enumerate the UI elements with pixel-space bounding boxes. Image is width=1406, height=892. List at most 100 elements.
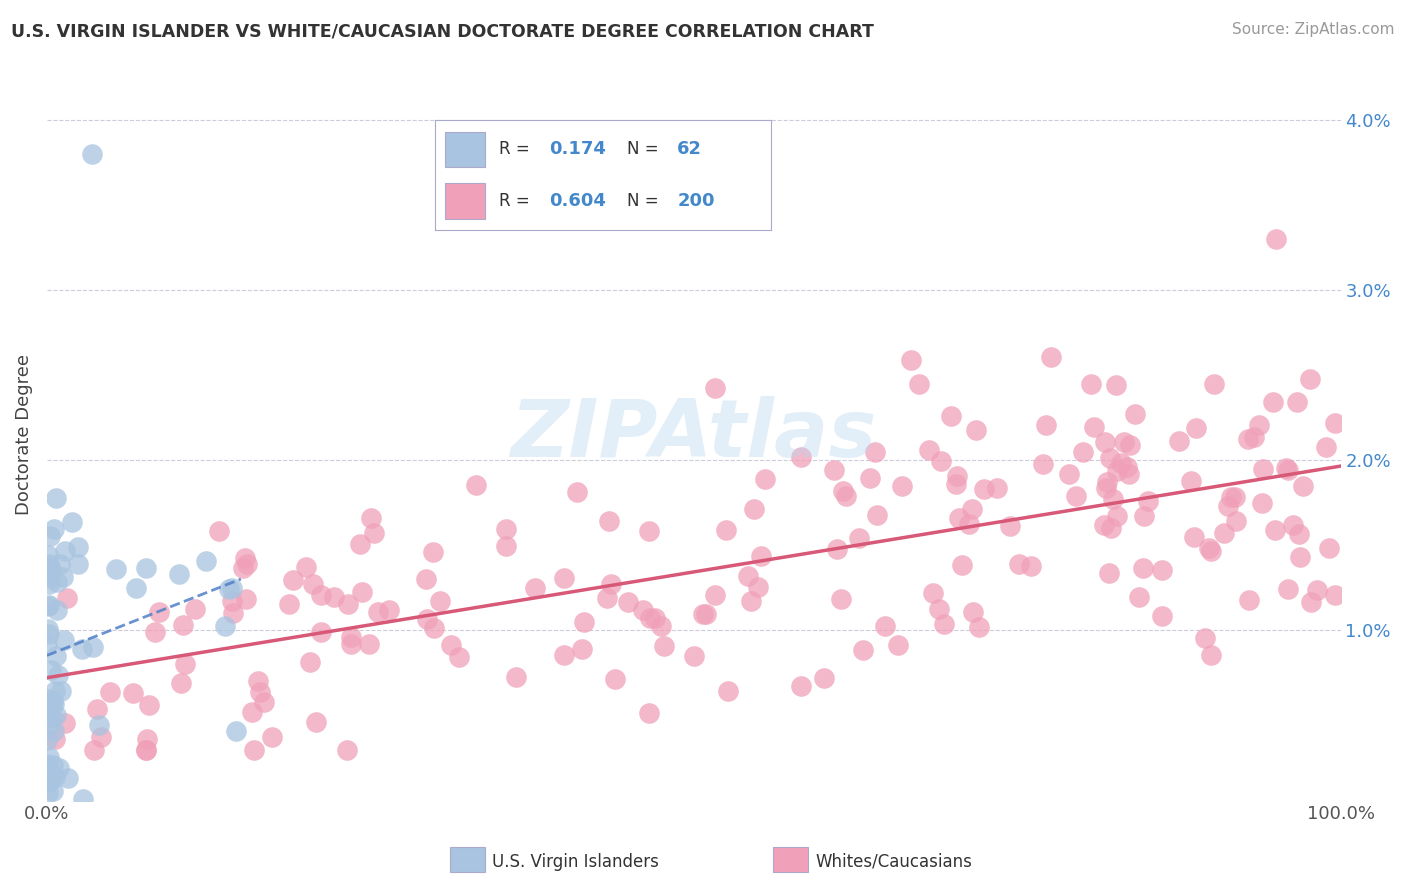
Point	[38, 570, 60, 584]
Point	[53, 543, 76, 558]
Point	[598, 514, 620, 528]
Point	[49, 684, 72, 698]
Point	[1128, 590, 1150, 604]
Point	[45, 648, 67, 663]
Text: ZIPAtlas: ZIPAtlas	[510, 395, 877, 474]
Point	[83, 742, 105, 756]
Point	[66, 558, 89, 572]
Point	[1277, 582, 1299, 596]
Point	[281, 573, 304, 587]
Point	[1275, 461, 1298, 475]
Point	[429, 593, 451, 607]
Point	[835, 489, 858, 503]
Point	[42, 758, 65, 772]
Point	[1199, 648, 1222, 662]
Point	[37, 548, 59, 562]
Point	[53, 633, 76, 648]
Point	[311, 625, 333, 640]
Text: U.S. VIRGIN ISLANDER VS WHITE/CAUCASIAN DOCTORATE DEGREE CORRELATION CHART: U.S. VIRGIN ISLANDER VS WHITE/CAUCASIAN …	[11, 22, 875, 40]
Point	[183, 601, 205, 615]
Point	[363, 525, 385, 540]
Point	[173, 657, 195, 672]
Point	[945, 469, 967, 483]
Point	[553, 648, 575, 663]
Point	[56, 771, 79, 785]
Point	[1251, 462, 1274, 476]
Point	[922, 586, 945, 600]
Point	[465, 478, 488, 492]
Point	[596, 591, 619, 606]
Point	[960, 501, 983, 516]
Point	[172, 618, 194, 632]
Point	[495, 523, 517, 537]
Text: Whites/Caucasians: Whites/Caucasians	[815, 853, 973, 871]
Point	[125, 581, 148, 595]
Point	[1236, 432, 1258, 446]
Point	[122, 686, 145, 700]
Point	[813, 671, 835, 685]
Point	[524, 581, 547, 595]
Point	[1323, 416, 1346, 430]
Point	[973, 482, 995, 496]
Point	[44, 731, 66, 746]
Point	[1261, 395, 1284, 409]
Point	[1118, 467, 1140, 481]
Point	[1198, 541, 1220, 555]
Point	[225, 723, 247, 738]
Point	[1213, 526, 1236, 541]
Point	[1066, 489, 1088, 503]
Point	[749, 549, 772, 564]
Point	[1035, 417, 1057, 432]
Point	[38, 599, 60, 613]
Point	[359, 637, 381, 651]
Text: U.S. Virgin Islanders: U.S. Virgin Islanders	[492, 853, 659, 871]
Point	[790, 679, 813, 693]
Point	[37, 622, 59, 636]
Point	[1199, 543, 1222, 558]
Point	[309, 588, 332, 602]
Point	[422, 621, 444, 635]
Point	[52, 570, 75, 584]
Point	[1092, 518, 1115, 533]
Point	[70, 642, 93, 657]
Point	[742, 502, 765, 516]
Point	[42, 694, 65, 708]
Point	[737, 569, 759, 583]
Point	[138, 698, 160, 713]
Point	[1299, 372, 1322, 386]
Point	[44, 723, 66, 738]
Point	[1250, 496, 1272, 510]
Point	[1152, 563, 1174, 577]
Point	[45, 707, 67, 722]
Point	[1123, 408, 1146, 422]
Point	[1119, 438, 1142, 452]
Point	[44, 683, 66, 698]
Point	[1223, 490, 1246, 504]
Point	[830, 592, 852, 607]
Point	[875, 619, 897, 633]
Point	[301, 577, 323, 591]
Point	[1105, 377, 1128, 392]
Point	[67, 540, 90, 554]
Point	[214, 619, 236, 633]
Point	[41, 710, 63, 724]
Point	[1094, 435, 1116, 450]
Point	[38, 558, 60, 572]
Point	[695, 607, 717, 622]
Point	[221, 581, 243, 595]
Point	[38, 750, 60, 764]
Point	[39, 774, 62, 789]
Point	[221, 594, 243, 608]
Point	[233, 551, 256, 566]
Point	[135, 742, 157, 756]
Point	[683, 648, 706, 663]
Point	[167, 566, 190, 581]
Point	[143, 624, 166, 639]
Point	[1202, 376, 1225, 391]
Point	[170, 676, 193, 690]
Point	[39, 717, 62, 731]
Point	[638, 524, 661, 539]
Point	[823, 463, 845, 477]
Point	[863, 444, 886, 458]
Point	[323, 590, 346, 604]
